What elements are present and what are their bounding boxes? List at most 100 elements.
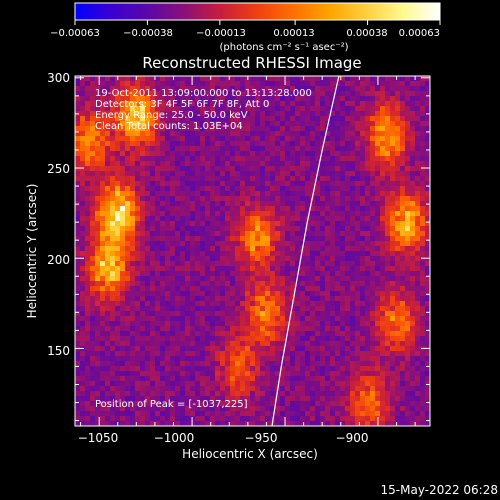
heatmap-cell xyxy=(220,376,226,382)
heatmap-cell xyxy=(215,351,221,357)
heatmap-cell xyxy=(265,256,271,262)
heatmap-cell xyxy=(375,401,381,407)
heatmap-cell xyxy=(150,381,156,387)
heatmap-cell xyxy=(165,151,171,157)
heatmap-cell xyxy=(275,146,281,152)
heatmap-cell xyxy=(245,356,251,362)
heatmap-cell xyxy=(325,171,331,177)
heatmap-cell xyxy=(175,91,181,97)
heatmap-cell xyxy=(400,316,406,322)
heatmap-cell xyxy=(320,256,326,262)
heatmap-cell xyxy=(315,166,321,172)
heatmap-cell xyxy=(175,241,181,247)
heatmap-cell xyxy=(75,136,81,142)
heatmap-cell xyxy=(370,186,376,192)
heatmap-cell xyxy=(250,196,256,202)
heatmap-cell xyxy=(365,181,371,187)
heatmap-cell xyxy=(345,106,351,112)
heatmap-cell xyxy=(345,401,351,407)
heatmap-cell xyxy=(275,411,281,417)
heatmap-cell xyxy=(265,111,271,117)
heatmap-cell xyxy=(360,81,366,87)
heatmap-cell xyxy=(315,386,321,392)
heatmap-cell xyxy=(320,216,326,222)
heatmap-cell xyxy=(370,306,376,312)
heatmap-cell xyxy=(370,151,376,157)
heatmap-cell xyxy=(135,191,141,197)
heatmap-cell xyxy=(300,141,306,147)
heatmap-cell xyxy=(340,231,346,237)
heatmap-cell xyxy=(360,341,366,347)
heatmap-cell xyxy=(405,231,411,237)
colorbar-tick-label: 0.00038 xyxy=(346,28,387,39)
heatmap-cell xyxy=(220,176,226,182)
heatmap-cell xyxy=(245,366,251,372)
heatmap-cell xyxy=(95,141,101,147)
heatmap-cell xyxy=(245,351,251,357)
heatmap-cell xyxy=(220,151,226,157)
heatmap-cell xyxy=(240,101,246,107)
heatmap-cell xyxy=(340,106,346,112)
heatmap-cell xyxy=(370,161,376,167)
heatmap-cell xyxy=(200,146,206,152)
heatmap-cell xyxy=(350,291,356,297)
heatmap-cell xyxy=(390,181,396,187)
heatmap-cell xyxy=(400,246,406,252)
heatmap-cell xyxy=(220,386,226,392)
heatmap-cell xyxy=(80,221,86,227)
heatmap-cell xyxy=(380,226,386,232)
heatmap-cell xyxy=(240,326,246,332)
heatmap-cell xyxy=(160,211,166,217)
heatmap-cell xyxy=(80,171,86,177)
heatmap-cell xyxy=(360,206,366,212)
heatmap-cell xyxy=(275,311,281,317)
heatmap-cell xyxy=(195,351,201,357)
heatmap-cell xyxy=(310,151,316,157)
heatmap-cell xyxy=(130,341,136,347)
heatmap-cell xyxy=(225,206,231,212)
heatmap-cell xyxy=(380,146,386,152)
heatmap-cell xyxy=(310,291,316,297)
heatmap-cell xyxy=(285,371,291,377)
heatmap-cell xyxy=(375,301,381,307)
heatmap-cell xyxy=(405,281,411,287)
heatmap-cell xyxy=(225,156,231,162)
heatmap-cell xyxy=(180,321,186,327)
heatmap-cell xyxy=(105,196,111,202)
heatmap-cell xyxy=(175,406,181,412)
heatmap-cell xyxy=(320,411,326,417)
heatmap-cell xyxy=(335,146,341,152)
heatmap-cell xyxy=(295,211,301,217)
heatmap-cell xyxy=(370,271,376,277)
heatmap-cell xyxy=(390,196,396,202)
heatmap-cell xyxy=(195,371,201,377)
heatmap-cell xyxy=(365,236,371,242)
heatmap-cell xyxy=(250,411,256,417)
heatmap-cell xyxy=(415,381,421,387)
heatmap-cell xyxy=(105,121,111,127)
heatmap-cell xyxy=(210,176,216,182)
heatmap-cell xyxy=(315,136,321,142)
heatmap-cell xyxy=(235,141,241,147)
heatmap-cell xyxy=(385,356,391,362)
heatmap-cell xyxy=(350,131,356,137)
heatmap-cell xyxy=(170,376,176,382)
heatmap-cell xyxy=(405,76,411,82)
heatmap-cell xyxy=(370,196,376,202)
heatmap-cell xyxy=(110,246,116,252)
heatmap-cell xyxy=(280,91,286,97)
heatmap-cell xyxy=(210,396,216,402)
heatmap-cell xyxy=(345,266,351,272)
heatmap-cell xyxy=(400,226,406,232)
heatmap-cell xyxy=(330,321,336,327)
heatmap-cell xyxy=(215,171,221,177)
heatmap-cell xyxy=(145,146,151,152)
heatmap-cell xyxy=(160,331,166,337)
heatmap-cell xyxy=(390,396,396,402)
heatmap-cell xyxy=(230,386,236,392)
heatmap-cell xyxy=(160,216,166,222)
heatmap-cell xyxy=(275,166,281,172)
heatmap-cell xyxy=(360,131,366,137)
heatmap-cell xyxy=(165,141,171,147)
heatmap-cell xyxy=(245,316,251,322)
